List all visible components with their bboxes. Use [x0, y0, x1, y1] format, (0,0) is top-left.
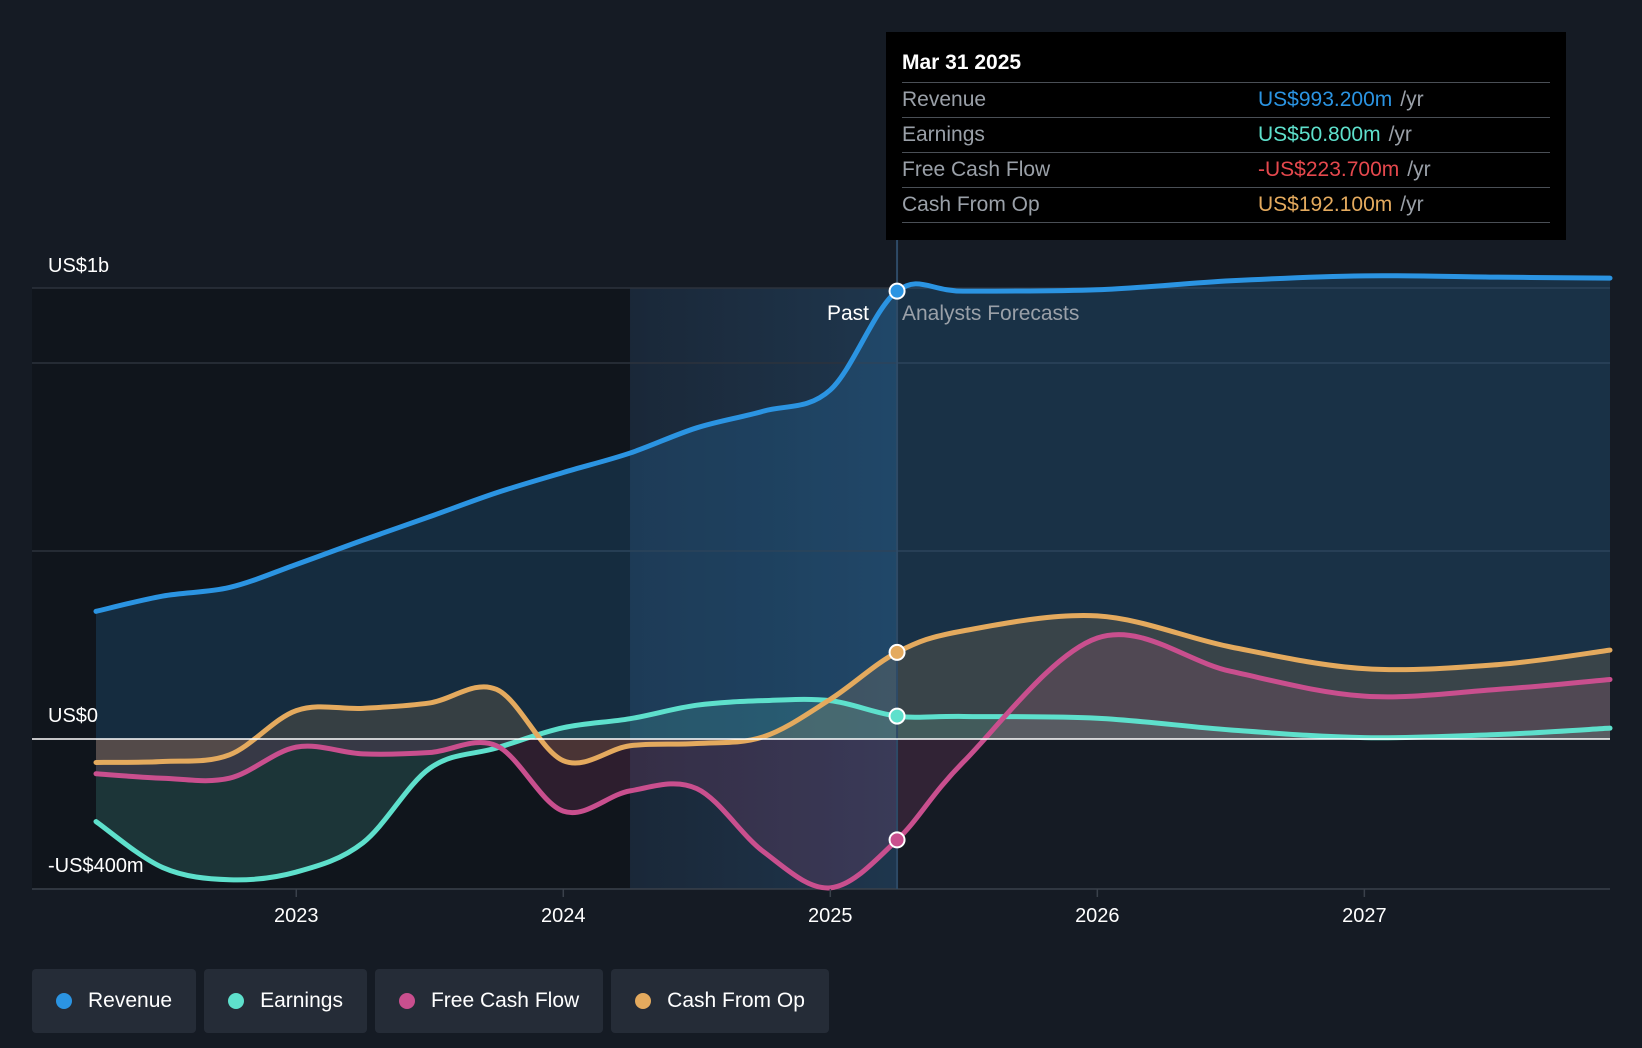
tooltip-value: US$50.800m	[1258, 123, 1381, 146]
legend-dot-icon	[398, 993, 415, 1009]
legend-item-cash-from-op[interactable]: Cash From Op	[611, 969, 829, 1033]
tooltip-row-free-cash-flow: Free Cash Flow -US$223.700m /yr	[902, 152, 1550, 187]
tooltip-label: Revenue	[902, 88, 987, 111]
free-cash-flow-line	[93, 632, 1613, 891]
legend-item-earnings[interactable]: Earnings	[204, 969, 367, 1033]
tooltip-row-earnings: Earnings US$50.800m /yr	[902, 117, 1550, 152]
x-tick-label: 2025	[808, 905, 853, 927]
legend-dot-icon	[635, 993, 652, 1009]
free-cash-flow-area	[96, 634, 1610, 888]
legend-label: Free Cash Flow	[430, 989, 580, 1012]
tooltip-unit: /yr	[1400, 88, 1424, 111]
legend-dot-icon	[56, 993, 72, 1009]
tooltip-value: US$192.100m	[1258, 193, 1393, 216]
tooltip-value: -US$223.700m	[1258, 158, 1400, 181]
tooltip-value: US$993.200m	[1258, 88, 1393, 111]
y-label-zero: US$0	[48, 705, 98, 727]
legend-label: Cash From Op	[667, 989, 805, 1012]
series-markers	[888, 282, 906, 849]
x-axis-ticks: 2023 2024 2025 2026 2027	[274, 889, 1387, 927]
earnings-marker	[888, 707, 906, 725]
tooltip-unit: /yr	[1407, 158, 1431, 181]
tooltip-unit: /yr	[1388, 123, 1412, 146]
tooltip-date: Mar 31 2025	[902, 51, 1022, 74]
legend-item-free-cash-flow[interactable]: Free Cash Flow	[374, 969, 604, 1033]
past-label: Past	[827, 302, 869, 325]
legend: Revenue Earnings Free Cash Flow Cash Fro…	[32, 969, 829, 1033]
legend-dot-icon	[228, 993, 245, 1009]
x-tick-label: 2026	[1075, 905, 1120, 927]
revenue-line	[93, 273, 1613, 614]
free-cash-flow-marker	[888, 831, 906, 849]
x-tick-label: 2024	[541, 905, 586, 927]
cash-from-op-area	[96, 615, 1610, 764]
x-tick-label: 2027	[1342, 905, 1387, 927]
left-dark-region	[32, 288, 631, 889]
hover-tooltip: Mar 31 2025 Revenue US$993.200m /yr Earn…	[886, 32, 1566, 240]
tooltip-label: Earnings	[902, 123, 985, 146]
tooltip-label: Free Cash Flow	[902, 158, 1051, 181]
legend-label: Revenue	[88, 989, 173, 1012]
legend-item-revenue[interactable]: Revenue	[32, 969, 197, 1033]
series-areas	[96, 275, 1610, 888]
tooltip-label: Cash From Op	[902, 193, 1040, 216]
y-label-top: US$1b	[48, 255, 109, 277]
tooltip-row-cash-from-op: Cash From Op US$192.100m /yr	[902, 187, 1550, 223]
tooltip-row-revenue: Revenue US$993.200m /yr	[902, 82, 1550, 117]
cash-from-op-marker	[888, 643, 906, 661]
series-lines	[93, 273, 1613, 891]
y-label-bottom: -US$400m	[48, 855, 144, 877]
earnings-line	[93, 696, 1613, 883]
tooltip-unit: /yr	[1400, 193, 1424, 216]
legend-label: Earnings	[260, 989, 343, 1012]
x-tick-label: 2023	[274, 905, 319, 927]
revenue-marker	[888, 282, 906, 300]
past-shade-region	[630, 288, 898, 889]
forecast-label: Analysts Forecasts	[902, 302, 1079, 325]
revenue-area	[96, 275, 1610, 739]
cash-from-op-line	[93, 612, 1613, 766]
